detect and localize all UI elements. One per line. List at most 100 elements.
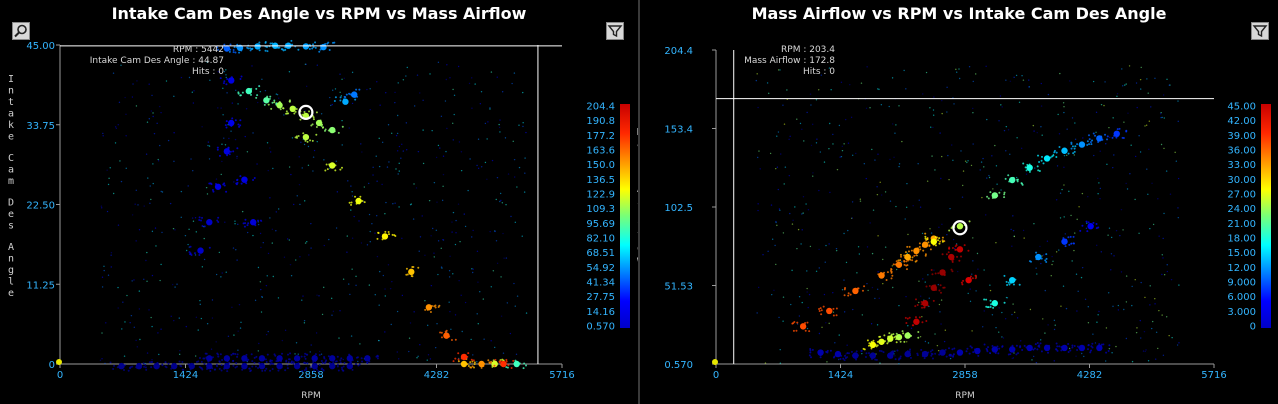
haze-point [946,234,948,236]
haze-point [129,322,131,324]
haze-point [1163,274,1166,276]
haze-point [882,282,884,285]
haze-point [193,90,195,92]
haze-point [828,148,830,150]
data-point [333,41,336,44]
data-point [242,222,245,225]
haze-point [936,344,939,347]
data-point [193,252,196,255]
y-tick-label: 45.00 [26,41,55,52]
data-point [954,248,957,251]
haze-point [101,286,104,288]
haze-point [208,158,211,160]
haze-point [188,228,190,231]
data-point [217,220,220,223]
haze-point [777,131,780,133]
haze-point [402,79,405,81]
data-point [319,119,322,122]
haze-point [405,122,408,124]
haze-point [104,362,106,365]
haze-point [905,295,907,298]
haze-point [159,279,161,282]
haze-point [1015,176,1018,179]
haze-point [309,351,311,353]
haze-point [120,64,122,66]
filter-icon[interactable] [606,22,624,40]
data-point [293,112,296,115]
data-point [1047,351,1050,354]
data-point [931,349,934,352]
data-point [264,358,267,361]
haze-point [1058,249,1060,251]
data-point [832,356,835,359]
haze-point [419,92,421,94]
haze-point [806,327,809,330]
haze-point [1009,80,1012,83]
haze-point [1005,79,1007,81]
haze-point [167,139,170,142]
scatter-plot-left[interactable]: 0 1424 2858 4282 5716011.2522.5033.7545.00RP… [0,0,638,404]
data-point [1105,351,1108,354]
data-point [1009,346,1012,349]
data-point [1108,344,1111,347]
colorbar-tick-label: 41.34 [586,278,615,289]
haze-point [335,227,338,229]
data-point [1025,346,1028,349]
haze-point [124,321,126,323]
series [986,127,1128,200]
data-point [811,348,814,351]
data-point [269,42,272,45]
data-point [325,163,328,166]
data-point [1046,155,1049,158]
data-point [904,316,907,319]
haze-point [376,180,378,182]
data-point [1067,152,1070,155]
scatter-plot-right[interactable]: 0 1424 2858 4282 57160.57051.53102.5153.4204… [640,0,1278,404]
haze-point [789,212,791,215]
haze-point [305,85,308,88]
data-point [297,48,300,51]
data-point [257,219,260,222]
haze-point [975,290,977,292]
selection-marker[interactable] [952,220,968,236]
haze-point [859,198,862,200]
haze-point [969,300,972,303]
data-point [932,243,935,246]
haze-point [771,238,774,240]
haze-point [1018,101,1021,103]
data-point [887,335,890,338]
data-point [346,99,349,102]
haze-point [933,269,935,271]
data-point [1072,152,1075,155]
haze-point [757,156,759,159]
data-point [1023,344,1026,347]
data-point [245,353,248,356]
readout-y: Mass Airflow : 172.8 [744,56,835,66]
data-point [258,362,266,370]
data-point [930,269,933,272]
haze-point [384,212,386,215]
data-point [966,347,969,350]
data-point [932,299,935,302]
haze-point [396,114,399,117]
data-point [405,273,408,276]
data-point [882,351,885,354]
haze-point [879,362,881,364]
data-point [349,360,352,363]
colorbar-tick-label: 136.5 [586,175,615,186]
filter-icon[interactable] [1251,22,1269,40]
data-point [902,332,905,335]
haze-point [151,359,153,361]
selection-marker[interactable] [298,104,314,120]
data-point [1081,224,1084,227]
haze-point [310,222,312,225]
haze-point [1081,266,1084,269]
haze-point [397,173,399,175]
zoom-icon[interactable] [12,22,30,40]
haze-point [1120,208,1123,211]
data-point [189,368,192,371]
data-point [208,246,211,249]
data-point [1065,238,1068,241]
colorbar [620,104,630,328]
data-point [265,45,268,48]
